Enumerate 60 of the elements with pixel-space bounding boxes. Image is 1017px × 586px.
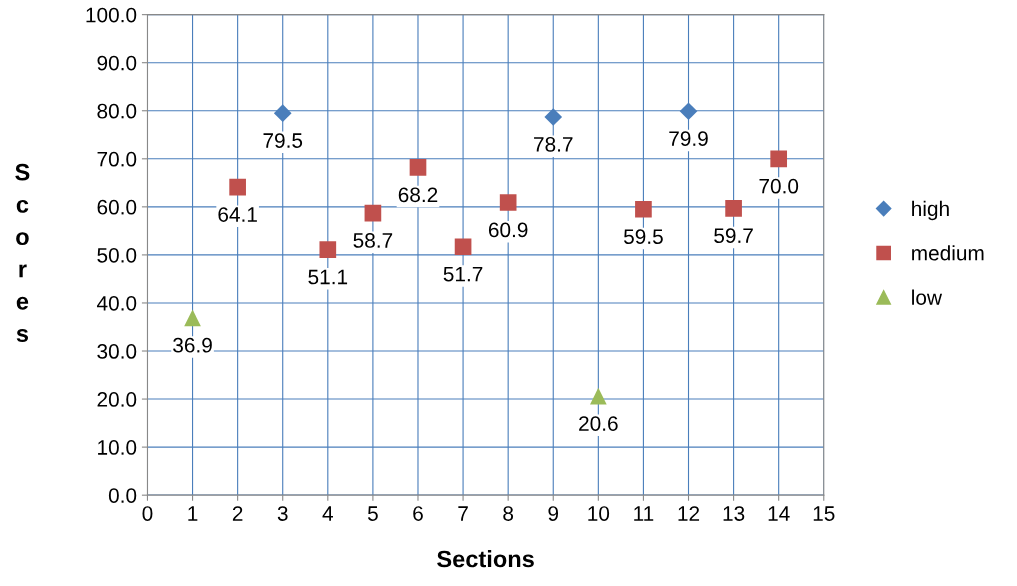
x-tick-label: 0 [142, 506, 153, 521]
data-label: 79.5 [263, 133, 303, 148]
point [273, 104, 292, 122]
point [229, 178, 246, 196]
data-label: 58.7 [353, 233, 393, 248]
y-tick-label: 30.0 [97, 344, 137, 359]
x-tick-label: 7 [458, 506, 468, 521]
point [364, 204, 382, 222]
point [770, 150, 788, 168]
point [590, 387, 607, 405]
x-tick-label: 12 [678, 506, 700, 521]
y-tick-label: 60.0 [97, 199, 137, 215]
data-label: 68.2 [398, 187, 438, 203]
y-axis-title: Scores [15, 163, 30, 342]
data-label: 64.1 [218, 207, 257, 222]
x-tick-label: 13 [723, 506, 745, 521]
point [409, 159, 427, 176]
x-tick-label: 3 [277, 506, 288, 521]
x-tick-label: 5 [367, 506, 378, 521]
point [184, 309, 201, 327]
point [544, 108, 563, 126]
x-tick-label: 2 [232, 506, 243, 521]
point [319, 241, 337, 258]
x-tick-label: 6 [413, 506, 423, 521]
point [499, 194, 517, 211]
point [454, 238, 472, 256]
y-tick-label: 70.0 [97, 151, 137, 167]
y-tick-label: 10.0 [98, 440, 137, 455]
data-label: 20.6 [579, 416, 618, 431]
x-tick-label: 8 [503, 506, 514, 521]
data-label: 36.9 [173, 337, 212, 353]
point [725, 199, 742, 217]
legend-label: high [912, 200, 949, 221]
x-tick-label: 10 [588, 506, 610, 521]
y-tick-label: 100.0 [86, 7, 137, 23]
y-tick-label: 90.0 [97, 55, 137, 71]
x-tick-label: 9 [548, 506, 559, 521]
data-label: 59.5 [623, 229, 663, 245]
point [635, 200, 652, 218]
data-label: 78.7 [534, 137, 573, 152]
y-tick-label: 80.0 [97, 103, 137, 119]
data-label: 60.9 [488, 222, 528, 238]
data-label: 59.7 [714, 228, 753, 244]
x-tick-label: 14 [768, 506, 790, 521]
data-label: 51.7 [443, 266, 483, 282]
x-tick-label: 11 [634, 506, 654, 521]
x-axis-title: Sections [437, 550, 534, 568]
y-tick-label: 0.0 [108, 488, 137, 503]
point [679, 102, 698, 121]
y-tick-label: 50.0 [97, 247, 137, 263]
data-label: 79.9 [669, 131, 708, 146]
x-tick-label: 15 [813, 506, 835, 521]
x-tick-label: 4 [322, 506, 333, 521]
x-tick-label: 1 [188, 506, 198, 521]
data-label: 51.1 [308, 269, 348, 285]
data-label: 70.0 [759, 178, 799, 194]
y-tick-label: 20.0 [97, 392, 137, 407]
legend-label: medium [912, 245, 984, 261]
legend-label: low [912, 289, 943, 305]
y-tick-label: 40.0 [96, 295, 137, 311]
